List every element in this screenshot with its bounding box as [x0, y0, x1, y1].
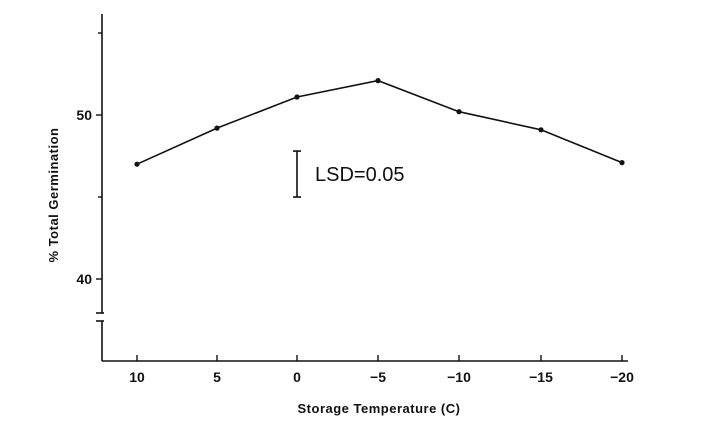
data-point	[294, 94, 300, 100]
series	[134, 78, 625, 167]
series-line	[136, 79, 623, 165]
y-tick-label: 50	[76, 107, 92, 123]
lsd-label: LSD=0.05	[315, 164, 405, 186]
lsd-annotation: LSD=0.05	[293, 150, 405, 198]
x-axis-title: Storage Temperature (C)	[298, 401, 461, 416]
x-tick-label: −20	[610, 369, 634, 385]
x-tick-label: 5	[213, 369, 221, 385]
x-tick-label: −15	[529, 369, 553, 385]
axes	[96, 14, 628, 362]
data-point	[375, 78, 381, 84]
data-point	[214, 125, 220, 131]
data-point	[538, 127, 544, 133]
y-tick-label: 40	[76, 271, 92, 287]
x-tick-label: −5	[370, 369, 386, 385]
data-point	[619, 160, 625, 166]
x-tick-label: 0	[293, 369, 301, 385]
x-tick-label: −10	[447, 369, 471, 385]
data-point	[456, 109, 462, 115]
y-axis-title: % Total Germination	[46, 128, 61, 263]
x-tick-label: 10	[129, 369, 145, 385]
data-point	[134, 161, 140, 167]
